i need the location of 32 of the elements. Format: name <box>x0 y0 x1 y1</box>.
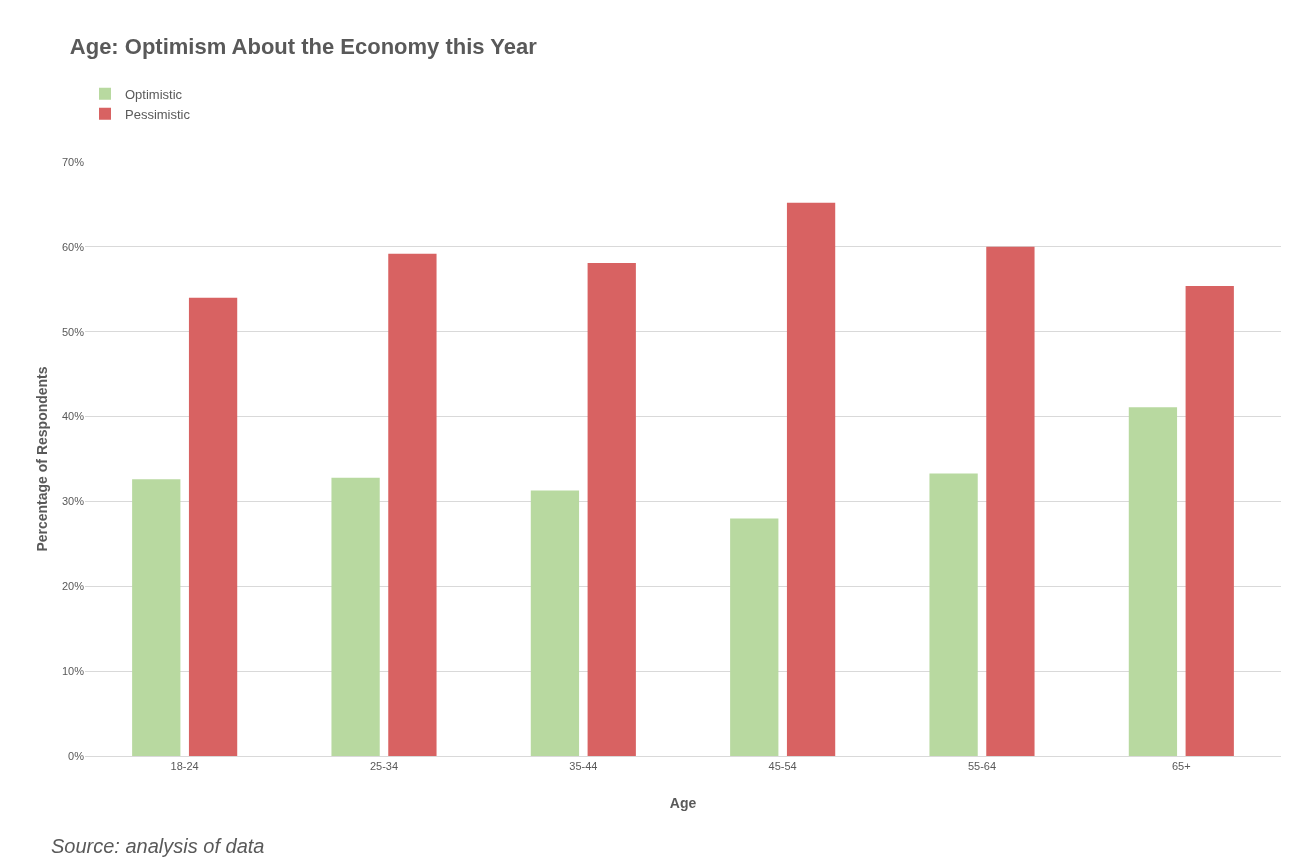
x-tick-label: 45-54 <box>768 760 797 773</box>
y-axis-title: Percentage of Respondents <box>34 366 50 552</box>
y-tick-label: 70% <box>61 155 85 168</box>
bar <box>986 246 1035 756</box>
y-tick-label: 10% <box>61 664 85 677</box>
source-note: Source: analysis of data <box>51 835 265 857</box>
legend-label: Optimistic <box>125 86 183 102</box>
x-tick-label: 65+ <box>1171 760 1191 773</box>
y-tick-label: 60% <box>61 240 85 253</box>
x-tick-label: 18-24 <box>170 760 199 773</box>
bar <box>132 479 181 756</box>
y-tick-label: 0% <box>68 749 85 762</box>
bar <box>188 297 238 756</box>
bar <box>530 490 580 756</box>
x-tick-label: 55-64 <box>967 760 997 773</box>
bar <box>929 473 978 756</box>
x-tick-label: 35-44 <box>569 760 598 773</box>
y-tick-label: 50% <box>61 325 85 338</box>
bar <box>730 518 779 756</box>
bar <box>1128 407 1178 756</box>
x-tick-label: 25-34 <box>369 760 399 773</box>
bar <box>587 262 636 756</box>
bar <box>1185 285 1234 756</box>
y-tick-label: 20% <box>61 580 85 593</box>
y-tick-label: 30% <box>61 495 85 508</box>
bar <box>388 253 437 756</box>
legend-label: Pessimistic <box>125 106 191 122</box>
x-axis-title: Age <box>669 795 697 811</box>
chart-title: Age: Optimism About the Economy this Year <box>69 34 538 60</box>
bar <box>786 202 836 756</box>
bar <box>331 477 380 756</box>
y-tick-label: 40% <box>61 410 85 423</box>
